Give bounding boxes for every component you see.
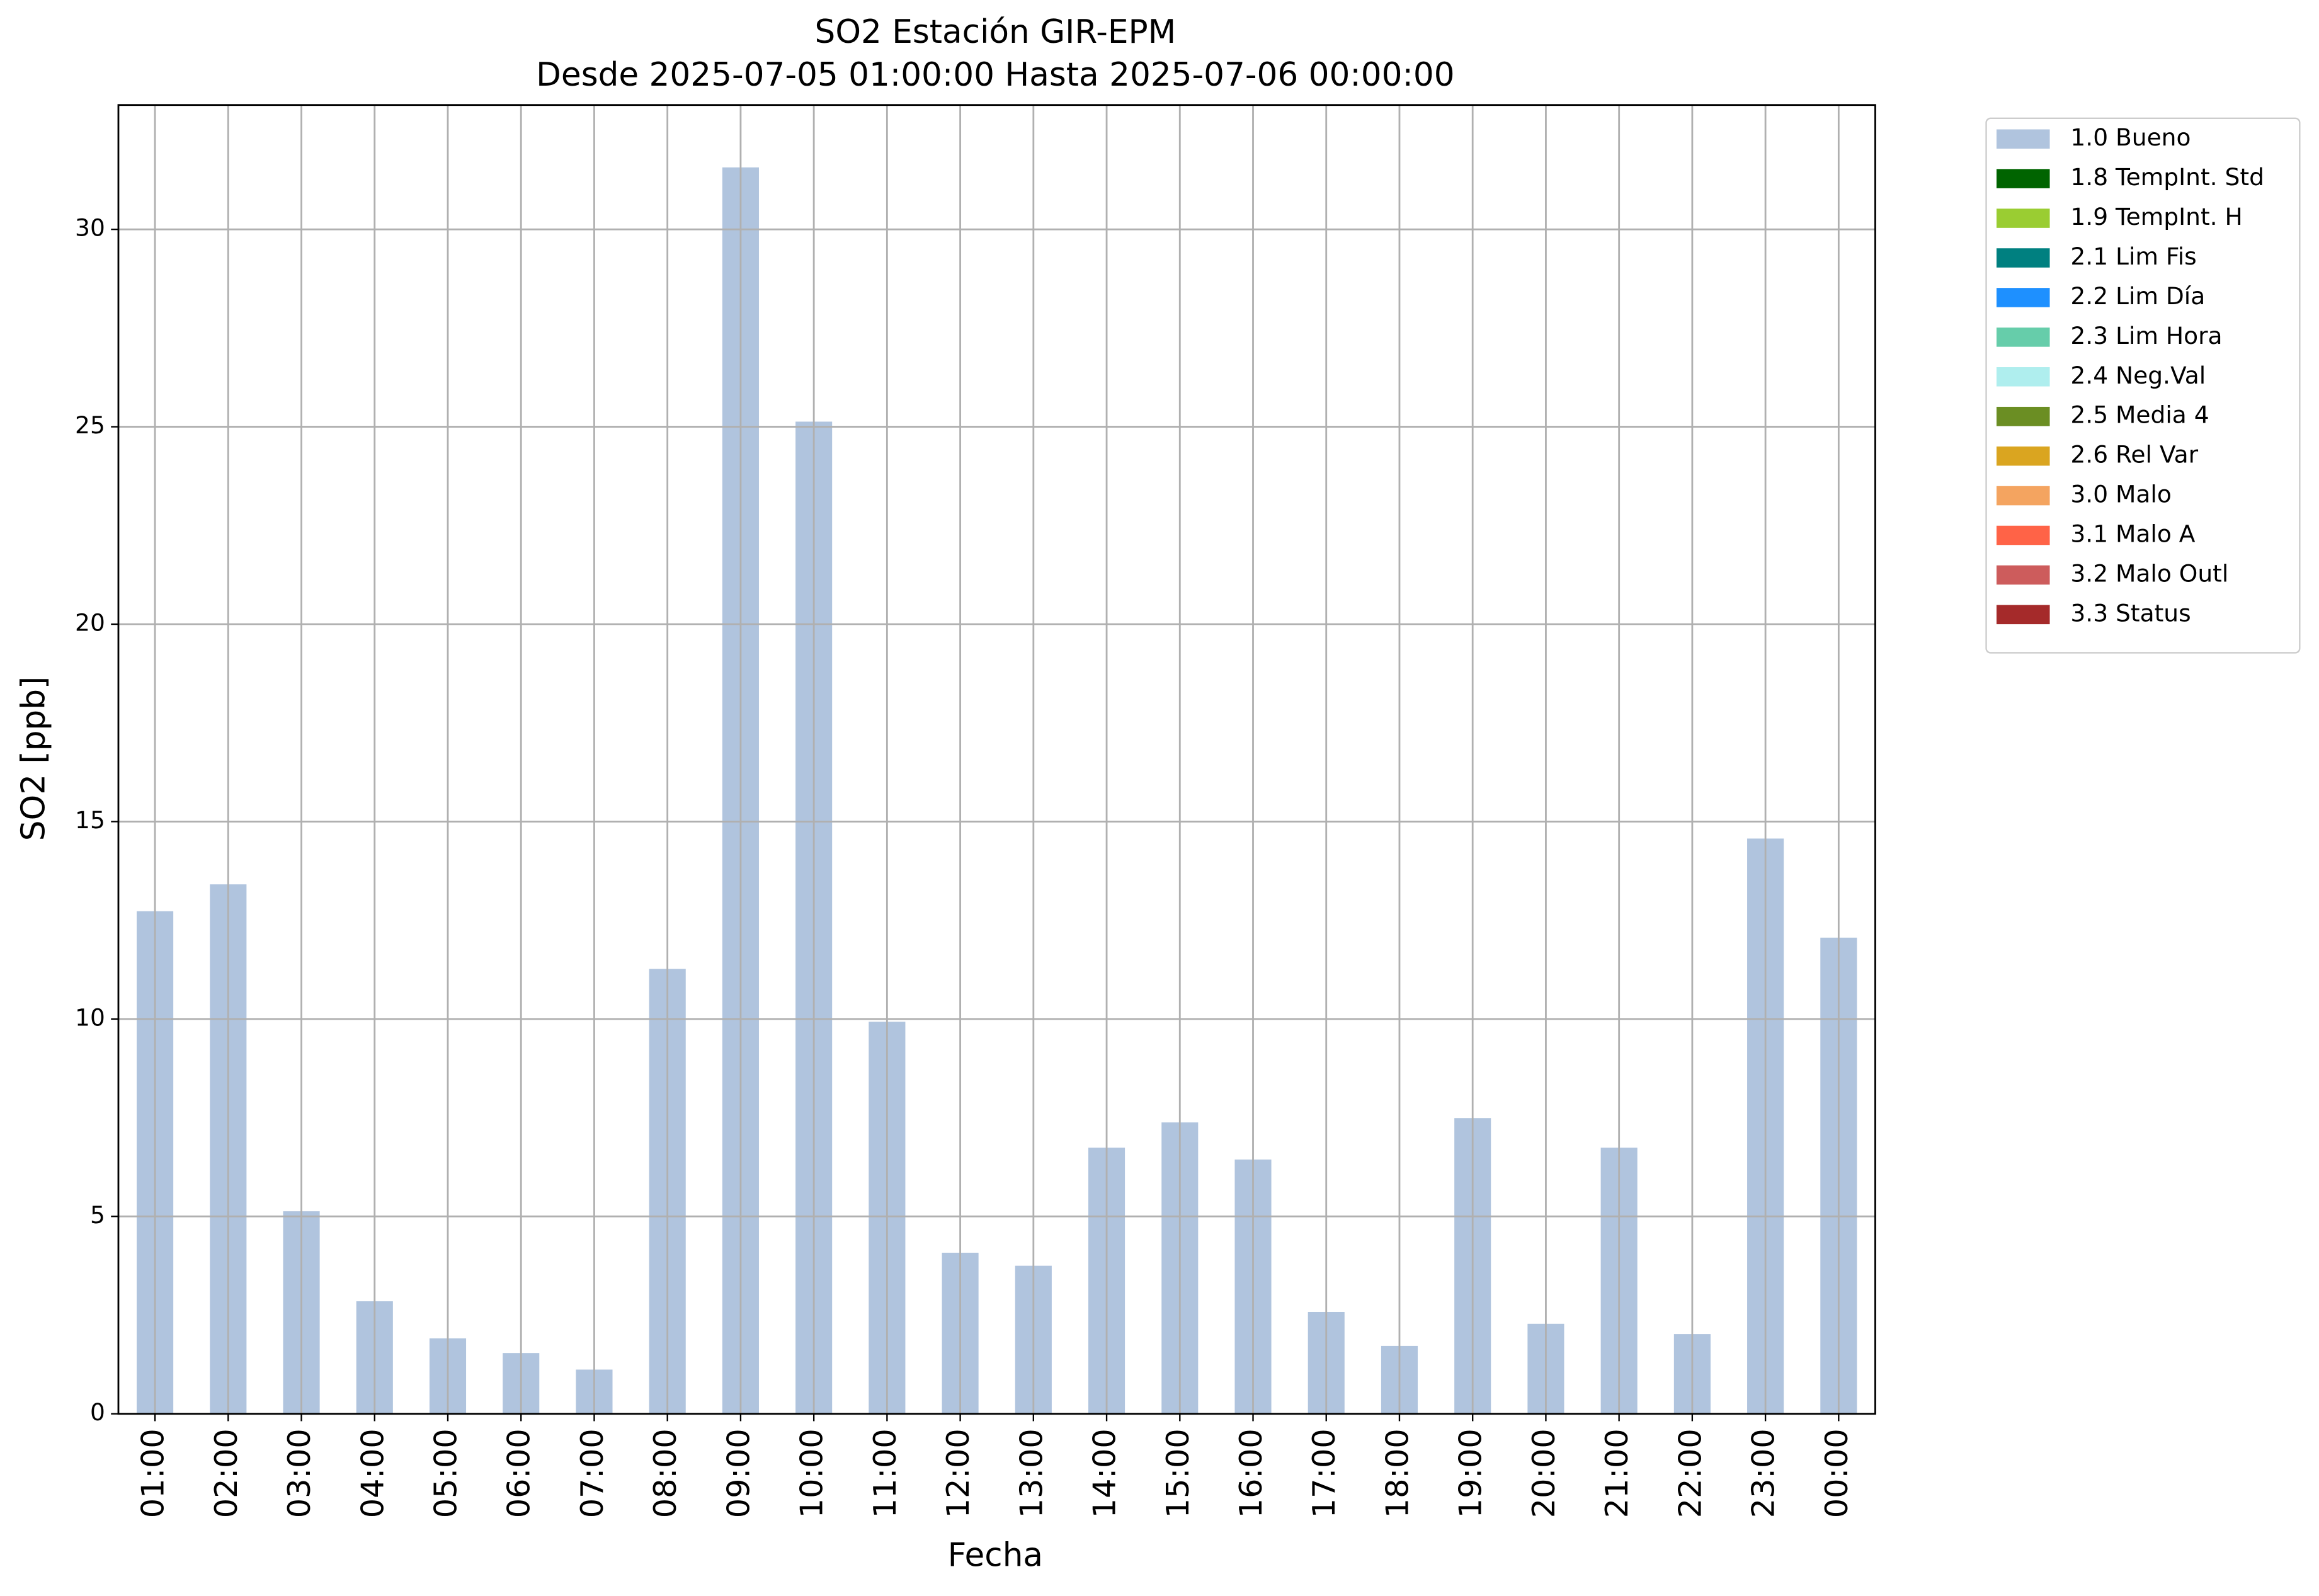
legend-label: 2.5 Media 4 (2070, 401, 2209, 429)
x-tick-label: 19:00 (1452, 1428, 1489, 1518)
x-tick-label: 02:00 (208, 1428, 244, 1518)
plot-frame (117, 104, 1876, 1415)
chart-subtitle: Desde 2025-07-05 01:00:00 Hasta 2025-07-… (536, 56, 1454, 94)
legend-label: 3.2 Malo Outl (2070, 559, 2228, 587)
y-tick-label: 30 (75, 214, 105, 242)
legend-label: 3.0 Malo (2070, 481, 2171, 508)
legend-box (1985, 117, 2301, 654)
legend-label: 1.0 Bueno (2070, 123, 2191, 151)
legend-swatch (1996, 328, 2050, 347)
legend-swatch (1996, 248, 2050, 268)
chart-title: SO2 Estación GIR-EPM (815, 13, 1177, 51)
x-tick-label: 16:00 (1233, 1428, 1269, 1518)
x-tick-label: 14:00 (1086, 1428, 1123, 1518)
x-tick-label: 04:00 (354, 1428, 390, 1518)
x-tick-label: 07:00 (574, 1428, 610, 1518)
legend-swatch (1996, 367, 2050, 387)
legend-label: 3.1 Malo A (2070, 520, 2195, 547)
x-tick-label: 20:00 (1525, 1428, 1562, 1518)
x-tick-label: 06:00 (501, 1428, 537, 1518)
legend-swatch (1996, 129, 2050, 149)
legend-label: 1.8 TempInt. Std (2070, 163, 2264, 191)
legend-label: 2.6 Rel Var (2070, 441, 2198, 469)
legend-label: 2.3 Lim Hora (2070, 322, 2222, 350)
legend-label: 2.1 Lim Fis (2070, 242, 2196, 270)
x-tick-label: 23:00 (1745, 1428, 1782, 1518)
legend-label: 1.9 TempInt. H (2070, 203, 2242, 231)
x-tick-label: 11:00 (867, 1428, 903, 1518)
x-tick-label: 15:00 (1160, 1428, 1196, 1518)
legend-swatch (1996, 406, 2050, 426)
x-tick-label: 10:00 (794, 1428, 830, 1518)
x-tick-label: 01:00 (135, 1428, 171, 1518)
x-tick-label: 21:00 (1598, 1428, 1635, 1518)
x-tick-label: 18:00 (1379, 1428, 1415, 1518)
x-tick-label: 00:00 (1818, 1428, 1855, 1518)
legend-swatch (1996, 525, 2050, 545)
legend-swatch (1996, 486, 2050, 506)
legend-swatch (1996, 169, 2050, 188)
legend-swatch (1996, 605, 2050, 625)
y-tick-label: 5 (90, 1201, 105, 1229)
y-tick-label: 25 (75, 411, 105, 439)
legend-swatch (1996, 565, 2050, 585)
y-tick-label: 10 (75, 1003, 105, 1031)
legend-swatch (1996, 208, 2050, 228)
x-tick-label: 05:00 (428, 1428, 464, 1518)
x-axis-label: Fecha (948, 1536, 1043, 1574)
x-tick-label: 09:00 (720, 1428, 756, 1518)
legend-swatch (1996, 288, 2050, 307)
x-tick-label: 22:00 (1672, 1428, 1708, 1518)
x-tick-label: 12:00 (940, 1428, 976, 1518)
y-tick-label: 0 (90, 1398, 105, 1426)
y-axis-label: SO2 [ppb] (14, 676, 52, 841)
legend-label: 2.2 Lim Día (2070, 282, 2205, 310)
x-tick-label: 17:00 (1306, 1428, 1342, 1518)
legend-label: 3.3 Status (2070, 599, 2191, 627)
y-tick-label: 20 (75, 609, 105, 637)
x-tick-label: 03:00 (281, 1428, 317, 1518)
legend-label: 2.4 Neg.Val (2070, 362, 2206, 389)
y-tick-label: 15 (75, 806, 105, 834)
legend-swatch (1996, 446, 2050, 466)
x-tick-label: 08:00 (647, 1428, 683, 1518)
x-tick-label: 13:00 (1013, 1428, 1049, 1518)
